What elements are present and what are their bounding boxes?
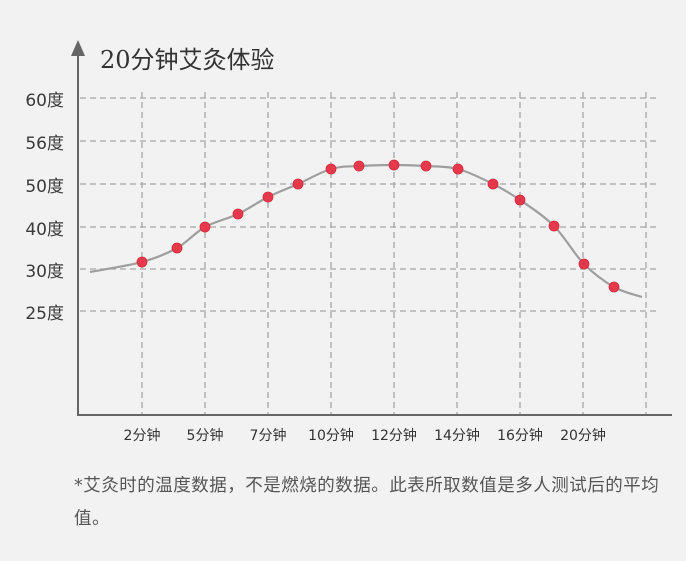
data-point-marker (325, 163, 337, 175)
data-point-marker (487, 178, 499, 190)
y-label: 50度 (25, 177, 64, 197)
x-label: 5分钟 (186, 428, 224, 444)
chart-title: 20分钟艾灸体验 (100, 46, 275, 74)
data-point-marker (388, 159, 400, 171)
data-point-marker (420, 160, 432, 172)
data-point-marker (199, 221, 211, 233)
y-label: 60度 (25, 91, 64, 111)
x-label: 2分钟 (123, 428, 161, 444)
y-label: 40度 (25, 220, 64, 240)
y-label: 56度 (25, 134, 64, 154)
x-label: 14分钟 (434, 428, 480, 444)
data-points (136, 159, 620, 293)
data-point-marker (578, 258, 590, 270)
y-axis-arrow-icon (71, 40, 85, 56)
y-label: 30度 (25, 262, 64, 282)
x-label: 16分钟 (497, 428, 543, 444)
data-point-marker (136, 256, 148, 268)
temperature-curve (89, 163, 643, 299)
x-label: 10分钟 (308, 428, 354, 444)
data-point-marker (608, 281, 620, 293)
y-label: 25度 (25, 304, 64, 324)
data-point-marker (548, 220, 560, 232)
data-point-marker (232, 208, 244, 220)
footnote: *艾灸时的温度数据，不是燃烧的数据。此表所取数值是多人测试后的平均值。 (74, 476, 660, 529)
data-point-marker (514, 194, 526, 206)
gridlines (80, 92, 656, 414)
axes (71, 40, 672, 416)
data-point-marker (171, 242, 183, 254)
data-point-marker (292, 178, 304, 190)
data-point-marker (452, 163, 464, 175)
x-label: 20分钟 (560, 428, 606, 444)
data-point-marker (262, 191, 274, 203)
x-label: 12分钟 (371, 428, 417, 444)
data-point-marker (353, 160, 365, 172)
x-label: 7分钟 (249, 428, 287, 444)
